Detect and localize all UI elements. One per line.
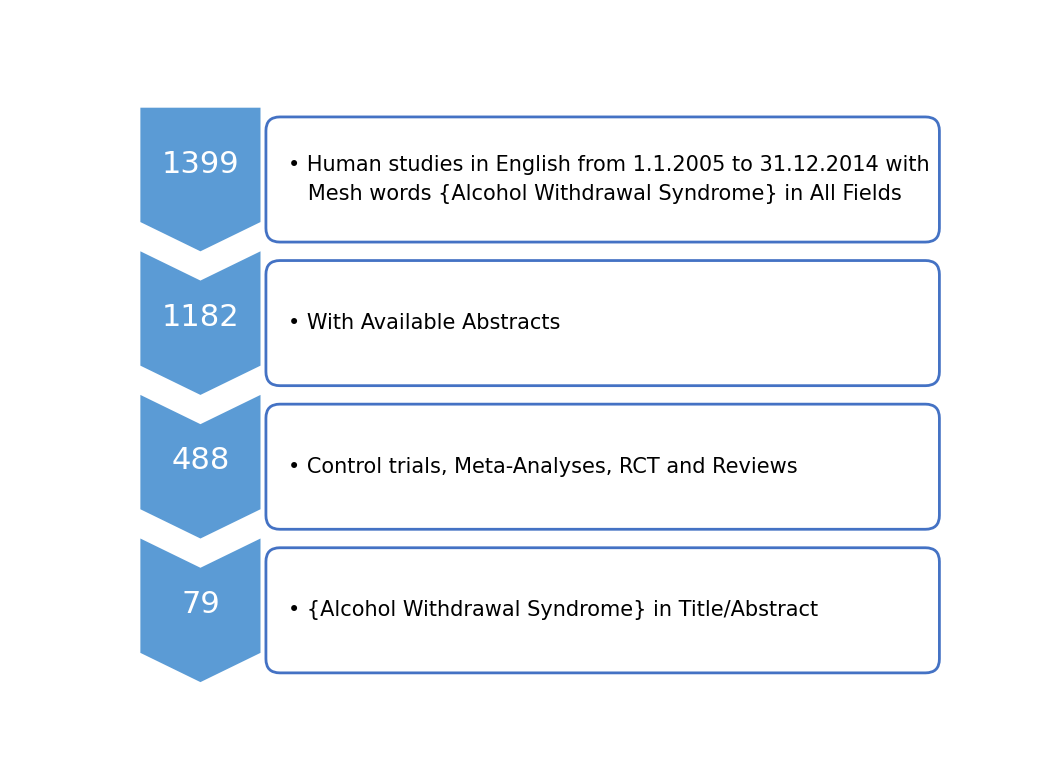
FancyBboxPatch shape	[266, 404, 939, 529]
Polygon shape	[140, 251, 261, 395]
Text: 1399: 1399	[161, 150, 239, 179]
Polygon shape	[140, 395, 261, 539]
FancyBboxPatch shape	[266, 117, 939, 242]
Text: • With Available Abstracts: • With Available Abstracts	[288, 313, 560, 333]
Text: • Control trials, Meta-Analyses, RCT and Reviews: • Control trials, Meta-Analyses, RCT and…	[288, 457, 797, 477]
Text: 1182: 1182	[161, 303, 239, 332]
Text: 488: 488	[171, 447, 229, 475]
FancyBboxPatch shape	[266, 547, 939, 673]
Text: • {Alcohol Withdrawal Syndrome} in Title/Abstract: • {Alcohol Withdrawal Syndrome} in Title…	[288, 601, 818, 620]
FancyBboxPatch shape	[266, 260, 939, 386]
Text: • Human studies in English from 1.1.2005 to 31.12.2014 with
   Mesh words {Alcoh: • Human studies in English from 1.1.2005…	[288, 155, 929, 204]
Text: 79: 79	[181, 590, 220, 619]
Polygon shape	[140, 539, 261, 682]
Polygon shape	[140, 108, 261, 251]
